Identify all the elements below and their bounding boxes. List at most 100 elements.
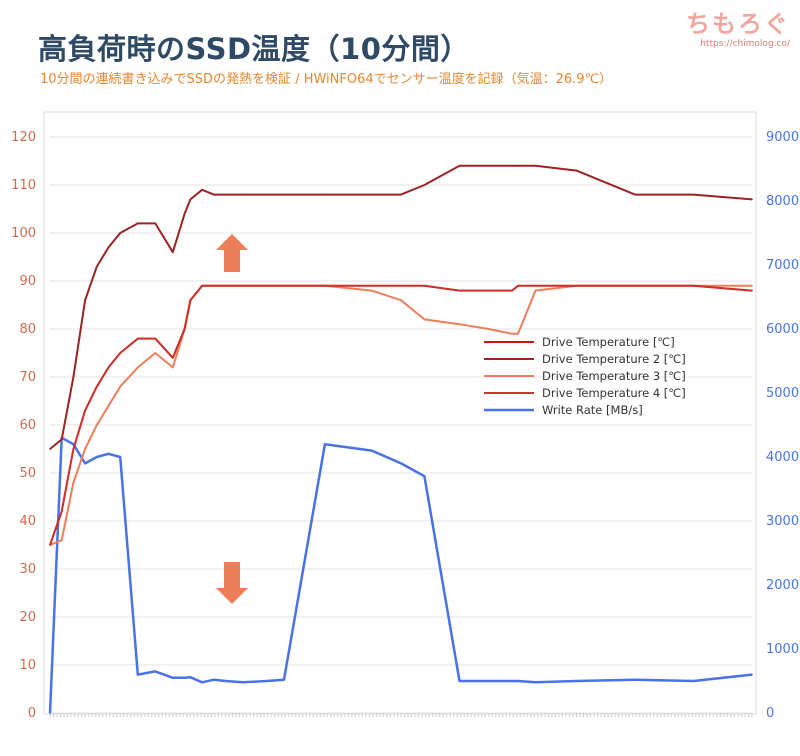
left-tick-label: 30 [19,562,36,577]
data-point [72,481,75,484]
data-point [488,289,490,292]
data-point [107,405,110,407]
data-point [511,333,513,335]
data-point [242,681,244,684]
legend-label: Drive Temperature 2 [℃] [542,352,686,366]
data-point [60,539,63,541]
grid-layer [50,136,752,714]
data-point [213,285,215,287]
data-point [324,285,326,287]
data-point [107,246,110,249]
data-point [400,462,402,465]
right-tick-label: 8000 [766,194,799,209]
data-point [458,323,461,326]
data-point [265,285,268,287]
data-point [400,285,402,287]
data-point [154,352,157,354]
data-point [511,680,513,682]
data-point [634,193,636,196]
down-arrow-icon [216,562,248,604]
data-point [183,677,186,679]
plot-area [43,111,757,715]
legend-label: Drive Temperature [℃] [542,335,675,349]
data-point [201,189,203,191]
right-tick-label: 6000 [766,322,799,337]
data-point [458,680,461,682]
right-tick-label: 1000 [766,642,799,657]
data-point [242,193,244,196]
data-point [96,265,98,268]
data-point [137,673,139,676]
data-point [213,678,215,681]
data-point [400,299,402,302]
arrow-layer [216,234,248,604]
data-point [283,193,285,196]
page-subtitle: 10分間の連続書き込みでSSDの発熱を検証 / HWiNFO64でセンサー温度を… [40,72,613,87]
data-point [189,299,192,302]
data-point [534,165,537,167]
data-point [517,285,519,287]
data-point [517,165,519,167]
data-point [423,285,426,287]
data-point [96,424,98,426]
data-point [96,456,98,458]
left-tick-label: 120 [11,130,36,145]
left-tick-label: 90 [19,274,36,289]
right-tick-label: 4000 [766,450,799,465]
data-point [534,681,537,684]
right-tick-label: 7000 [766,258,799,273]
data-point [224,680,227,682]
right-tick-label: 9000 [766,130,799,145]
data-point [154,337,157,340]
data-point [751,673,753,676]
data-point [84,448,86,450]
data-point [423,318,426,321]
left-tick-label: 50 [19,466,36,481]
brand-logo: ちもろぐ https://chimolog.co/ [686,4,790,49]
data-point [283,678,285,681]
data-point [423,475,426,478]
data-point [119,385,121,388]
data-point [72,376,75,378]
data-point [534,289,537,292]
series-layer [48,164,753,714]
data-point [265,680,268,682]
left-tick-label: 100 [11,226,36,241]
left-tick-label: 20 [19,610,36,625]
data-point [49,544,51,546]
data-point [183,213,186,215]
data-point [119,232,121,234]
data-point [371,193,373,196]
left-tick-label: 80 [19,322,36,337]
legend-label: Write Rate [MB/s] [542,403,643,417]
brand-url: https://chimolog.co/ [700,39,790,49]
data-point [172,251,174,253]
data-point [517,680,519,682]
data-point [60,438,63,441]
data-point [283,285,285,287]
legend-label: Drive Temperature 4 [℃] [542,386,686,400]
data-point [517,333,519,335]
data-point [511,289,513,292]
data-point [96,385,98,388]
data-point [423,184,426,186]
data-point [575,169,578,172]
data-point [119,352,121,354]
data-point [634,285,636,287]
data-point [534,285,537,287]
data-point [458,289,461,292]
data-point [224,285,227,287]
brand-name: ちもろぐ [686,10,790,38]
data-point [488,328,490,330]
data-point [324,443,326,446]
up-arrow-icon [216,234,248,272]
right-tick-label: 3000 [766,514,799,529]
data-point [137,222,139,225]
left-tick-label: 10 [19,658,36,673]
data-point [511,165,513,167]
data-point [72,448,75,450]
data-point [49,448,51,450]
left-tick-label: 40 [19,514,36,529]
data-point [137,337,139,340]
